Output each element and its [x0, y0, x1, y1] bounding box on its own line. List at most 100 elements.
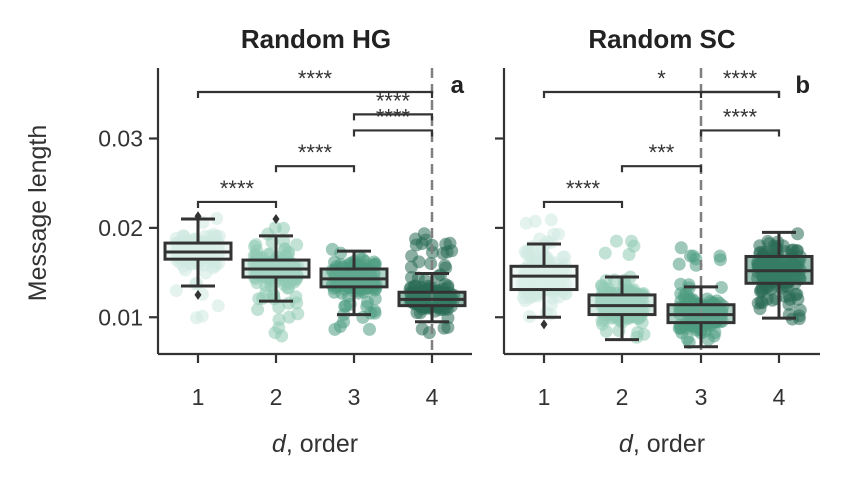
- data-point: [713, 253, 727, 267]
- significance-bracket: ***: [620, 140, 703, 173]
- significance-bracket: ****: [274, 140, 356, 173]
- data-point: [418, 274, 432, 288]
- data-point: [362, 322, 376, 336]
- data-point: [524, 288, 538, 302]
- x-axis-label: d, order: [272, 430, 358, 458]
- x-axis-label-variable: d: [619, 430, 634, 458]
- x-tick-label: 2: [270, 384, 283, 410]
- data-point: [415, 322, 429, 336]
- data-point: [519, 216, 533, 230]
- panel-letter: a: [451, 72, 465, 99]
- data-point: [761, 234, 775, 248]
- flier-marker: [272, 213, 280, 224]
- box-3: [319, 249, 389, 317]
- data-point: [546, 291, 560, 305]
- significance-bracket: ****: [699, 104, 781, 137]
- data-point: [680, 332, 694, 346]
- data-point: [199, 266, 213, 280]
- flier-marker: [194, 289, 202, 300]
- y-tick-label: 0.01: [98, 304, 143, 330]
- bracket-line: [542, 200, 624, 208]
- x-axis-label-text: , order: [286, 430, 358, 458]
- bracket-line: [620, 165, 703, 173]
- data-point: [424, 256, 438, 270]
- data-point: [689, 258, 703, 272]
- data-point: [325, 242, 339, 256]
- data-point: [417, 227, 431, 241]
- data-point: [291, 307, 305, 321]
- data-point: [283, 276, 297, 290]
- significance-bracket: ****: [542, 176, 624, 208]
- x-tick-label: 4: [773, 384, 786, 410]
- significance-bracket: ****: [699, 66, 781, 99]
- chart-title: Random SC: [588, 24, 736, 54]
- bracket-line: [196, 200, 278, 208]
- box-2: [241, 213, 311, 303]
- significance-label: ****: [723, 104, 758, 129]
- bracket-line: [196, 90, 434, 99]
- x-tick-label: 3: [695, 384, 708, 410]
- data-point: [708, 326, 722, 340]
- data-point: [412, 255, 426, 269]
- data-point: [525, 240, 539, 254]
- data-point: [622, 248, 636, 262]
- box-4: [397, 271, 467, 324]
- bracket-line: [699, 90, 781, 99]
- x-tick-label: 2: [616, 384, 629, 410]
- significance-bracket: ****: [196, 176, 278, 208]
- data-point: [267, 287, 281, 301]
- box-3: [666, 285, 736, 349]
- data-point: [211, 299, 225, 313]
- significance-bracket: ****: [352, 88, 434, 121]
- data-point: [439, 237, 453, 251]
- data-point: [637, 327, 651, 341]
- x-axis-label-variable: d: [272, 430, 287, 458]
- data-point: [599, 324, 613, 338]
- panel-random-hg: Random HGa********************0.010.020.…: [98, 24, 472, 458]
- box-1: [163, 211, 233, 300]
- x-axis-label: d, order: [619, 430, 705, 458]
- data-point: [793, 303, 807, 317]
- data-point: [210, 211, 224, 225]
- panel-letter: b: [795, 72, 810, 99]
- chart-title: Random HG: [241, 24, 391, 54]
- significance-bracket: ****: [352, 104, 434, 137]
- data-point: [328, 322, 342, 336]
- data-point: [367, 255, 381, 269]
- data-point: [598, 246, 612, 260]
- data-point: [252, 292, 266, 306]
- data-point: [525, 249, 539, 263]
- x-tick-label: 3: [348, 384, 361, 410]
- significance-label: ****: [376, 88, 411, 113]
- data-point: [268, 221, 282, 235]
- data-point: [190, 311, 204, 325]
- data-point: [674, 241, 688, 255]
- significance-label: ****: [723, 66, 758, 91]
- data-point: [544, 213, 558, 227]
- data-point: [439, 261, 453, 275]
- data-point: [290, 238, 304, 252]
- bracket-line: [352, 129, 434, 137]
- significance-label: *: [657, 66, 666, 91]
- bracket-line: [352, 113, 434, 121]
- significance-label: ****: [298, 140, 333, 165]
- data-point: [714, 280, 728, 294]
- y-axis-label: Message length: [24, 125, 52, 302]
- data-point: [609, 234, 623, 248]
- significance-label: ****: [376, 104, 411, 129]
- data-point: [169, 284, 183, 298]
- data-point: [361, 295, 375, 309]
- data-point: [790, 243, 804, 257]
- data-point: [754, 295, 768, 309]
- significance-label: ***: [649, 140, 675, 165]
- x-tick-label: 1: [192, 384, 205, 410]
- data-point: [441, 320, 455, 334]
- box-4: [744, 230, 814, 320]
- y-tick-label: 0.03: [98, 126, 143, 152]
- box-1: [509, 242, 579, 330]
- box-2: [587, 275, 657, 342]
- data-point: [672, 321, 686, 335]
- data-point: [791, 227, 805, 241]
- flier-marker: [194, 211, 202, 222]
- data-point: [672, 257, 686, 271]
